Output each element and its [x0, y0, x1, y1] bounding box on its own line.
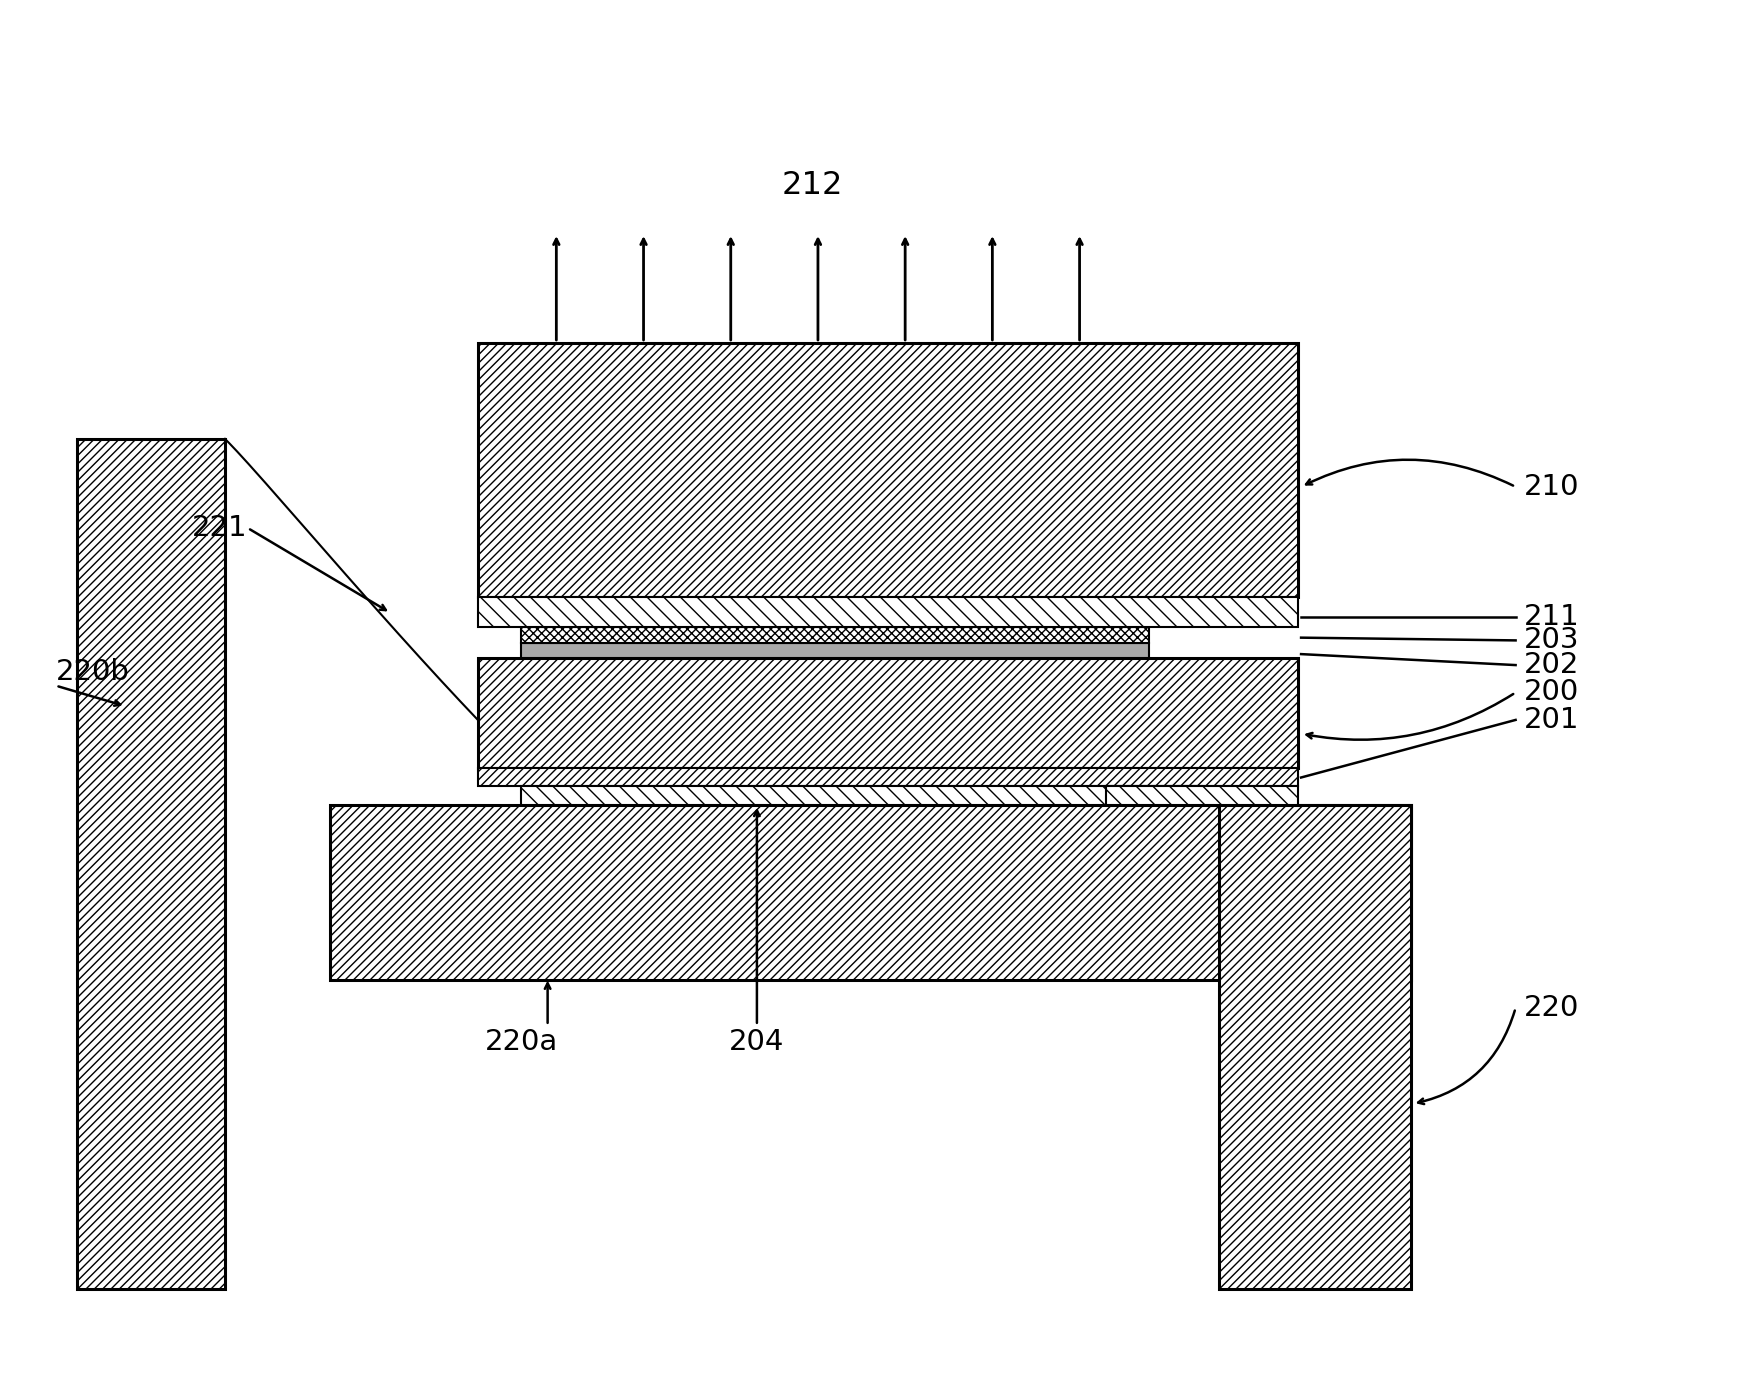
Text: 201: 201	[1523, 706, 1580, 734]
Text: 200: 200	[1523, 679, 1580, 706]
Bar	[77, 439, 225, 1289]
Bar	[522, 626, 1149, 643]
Text: 204: 204	[729, 1028, 784, 1057]
Bar	[478, 343, 1297, 597]
Bar	[478, 767, 1297, 785]
Bar	[522, 643, 1149, 658]
Text: 203: 203	[1523, 626, 1580, 654]
Text: 220a: 220a	[485, 1028, 557, 1057]
Bar	[1105, 785, 1297, 805]
Text: 210: 210	[1523, 472, 1580, 501]
Bar	[478, 658, 1297, 767]
Text: 202: 202	[1523, 651, 1580, 679]
Text: 212: 212	[782, 170, 843, 201]
Text: 211: 211	[1523, 602, 1580, 632]
Bar	[1218, 805, 1411, 1289]
Text: 220: 220	[1523, 994, 1580, 1022]
Bar	[329, 805, 1411, 981]
Bar	[522, 785, 1202, 805]
Text: 221: 221	[192, 514, 248, 542]
Text: 220b: 220b	[56, 658, 130, 686]
Bar	[478, 597, 1297, 626]
